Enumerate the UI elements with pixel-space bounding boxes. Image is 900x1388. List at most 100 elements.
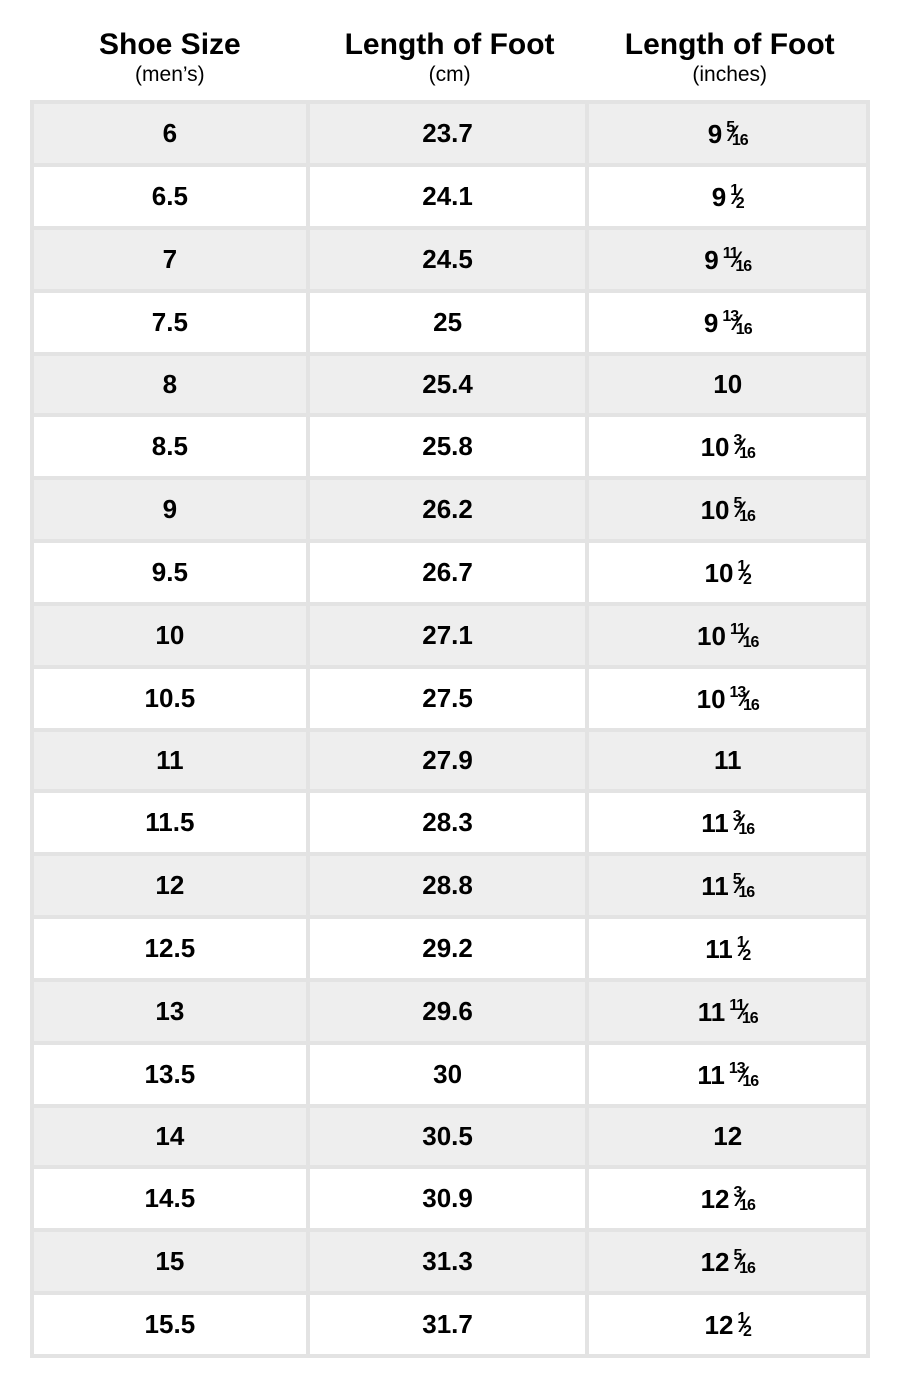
table-row: 10.527.51013⁄16 (30, 669, 870, 732)
inches-fraction: 1⁄2 (737, 556, 751, 589)
cell-cm: 24.1 (310, 167, 590, 230)
inches-fraction: 3⁄16 (733, 1182, 754, 1215)
cell-size: 6 (30, 100, 310, 167)
cell-size: 15 (30, 1232, 310, 1295)
cell-cm: 27.9 (310, 732, 590, 793)
cell-inches: 101⁄2 (589, 543, 870, 606)
cell-inches: 911⁄16 (589, 230, 870, 293)
cell-inches: 10 (589, 356, 870, 417)
cell-size: 6.5 (30, 167, 310, 230)
table-row: 8.525.8103⁄16 (30, 417, 870, 480)
cell-cm: 29.2 (310, 919, 590, 982)
inches-whole: 10 (697, 684, 726, 715)
cell-inches: 12 (589, 1108, 870, 1169)
inches-fraction: 13⁄16 (730, 682, 759, 715)
cell-size: 12.5 (30, 919, 310, 982)
inches-whole: 11 (701, 808, 729, 839)
cell-cm: 29.6 (310, 982, 590, 1045)
table-row: 14.530.9123⁄16 (30, 1169, 870, 1232)
table-row: 13.5301113⁄16 (30, 1045, 870, 1108)
inches-whole: 9 (708, 119, 722, 150)
table-row: 1027.11011⁄16 (30, 606, 870, 669)
col-header-size: Shoe Size (men’s) (30, 20, 310, 100)
cell-cm: 28.3 (310, 793, 590, 856)
cell-cm: 27.5 (310, 669, 590, 732)
col-subtitle: (cm) (310, 63, 590, 86)
cell-cm: 26.2 (310, 480, 590, 543)
col-header-inches: Length of Foot (inches) (589, 20, 870, 100)
cell-inches: 1013⁄16 (589, 669, 870, 732)
cell-inches: 913⁄16 (589, 293, 870, 356)
inches-fraction: 1⁄2 (730, 180, 744, 213)
cell-size: 11 (30, 732, 310, 793)
table-row: 6.524.1 9 1⁄2 (30, 167, 870, 230)
cell-cm: 25.4 (310, 356, 590, 417)
cell-inches: 9 1⁄2 (589, 167, 870, 230)
inches-whole: 10 (701, 495, 730, 526)
size-table: Shoe Size (men’s) Length of Foot (cm) Le… (30, 20, 870, 1358)
inches-whole: 12 (701, 1247, 730, 1278)
cell-size: 11.5 (30, 793, 310, 856)
inches-fraction: 11⁄16 (723, 243, 751, 276)
cell-size: 15.5 (30, 1295, 310, 1358)
cell-inches: 115⁄16 (589, 856, 870, 919)
cell-inches: 113⁄16 (589, 793, 870, 856)
col-header-cm: Length of Foot (cm) (310, 20, 590, 100)
inches-whole: 10 (713, 369, 742, 400)
cell-cm: 24.5 (310, 230, 590, 293)
cell-cm: 27.1 (310, 606, 590, 669)
cell-cm: 25 (310, 293, 590, 356)
cell-inches: 103⁄16 (589, 417, 870, 480)
cell-inches: 105⁄16 (589, 480, 870, 543)
cell-inches: 1011⁄16 (589, 606, 870, 669)
cell-size: 14 (30, 1108, 310, 1169)
cell-inches: 121⁄2 (589, 1295, 870, 1358)
cell-cm: 26.7 (310, 543, 590, 606)
cell-cm: 30.9 (310, 1169, 590, 1232)
cell-size: 12 (30, 856, 310, 919)
cell-inches: 1111⁄16 (589, 982, 870, 1045)
inches-fraction: 3⁄16 (733, 430, 754, 463)
cell-inches: 11 (589, 732, 870, 793)
table-row: 7.525913⁄16 (30, 293, 870, 356)
inches-fraction: 5⁄16 (733, 1245, 754, 1278)
inches-whole: 9 (712, 182, 726, 213)
inches-fraction: 5⁄16 (733, 493, 754, 526)
inches-whole: 9 (704, 245, 718, 276)
inches-fraction: 13⁄16 (729, 1058, 758, 1091)
table-row: 15.531.7121⁄2 (30, 1295, 870, 1358)
inches-whole: 12 (713, 1121, 742, 1152)
cell-size: 9 (30, 480, 310, 543)
inches-fraction: 5⁄16 (726, 117, 747, 150)
inches-whole: 10 (701, 432, 730, 463)
cell-inches: 123⁄16 (589, 1169, 870, 1232)
inches-whole: 9 (704, 308, 718, 339)
table-row: 1329.61111⁄16 (30, 982, 870, 1045)
cell-size: 7 (30, 230, 310, 293)
cell-inches: 1113⁄16 (589, 1045, 870, 1108)
inches-fraction: 1⁄2 (737, 932, 751, 965)
inches-fraction: 11⁄16 (730, 619, 758, 652)
cell-size: 10 (30, 606, 310, 669)
inches-fraction: 13⁄16 (722, 306, 751, 339)
inches-whole: 10 (705, 558, 734, 589)
cell-size: 8 (30, 356, 310, 417)
col-title: Length of Foot (345, 28, 555, 61)
cell-cm: 30.5 (310, 1108, 590, 1169)
cell-inches: 95⁄16 (589, 100, 870, 167)
inches-fraction: 5⁄16 (733, 869, 754, 902)
table-row: 926.2105⁄16 (30, 480, 870, 543)
cell-cm: 28.8 (310, 856, 590, 919)
inches-fraction: 3⁄16 (733, 806, 754, 839)
table-row: 623.795⁄16 (30, 100, 870, 167)
table-row: 1228.8115⁄16 (30, 856, 870, 919)
cell-cm: 31.3 (310, 1232, 590, 1295)
cell-cm: 23.7 (310, 100, 590, 167)
inches-whole: 11 (701, 871, 729, 902)
shoe-size-chart: Shoe Size (men’s) Length of Foot (cm) Le… (0, 0, 900, 1388)
table-header-row: Shoe Size (men’s) Length of Foot (cm) Le… (30, 20, 870, 100)
table-row: 1430.5 12 (30, 1108, 870, 1169)
inches-whole: 12 (705, 1310, 734, 1341)
cell-inches: 111⁄2 (589, 919, 870, 982)
cell-size: 14.5 (30, 1169, 310, 1232)
